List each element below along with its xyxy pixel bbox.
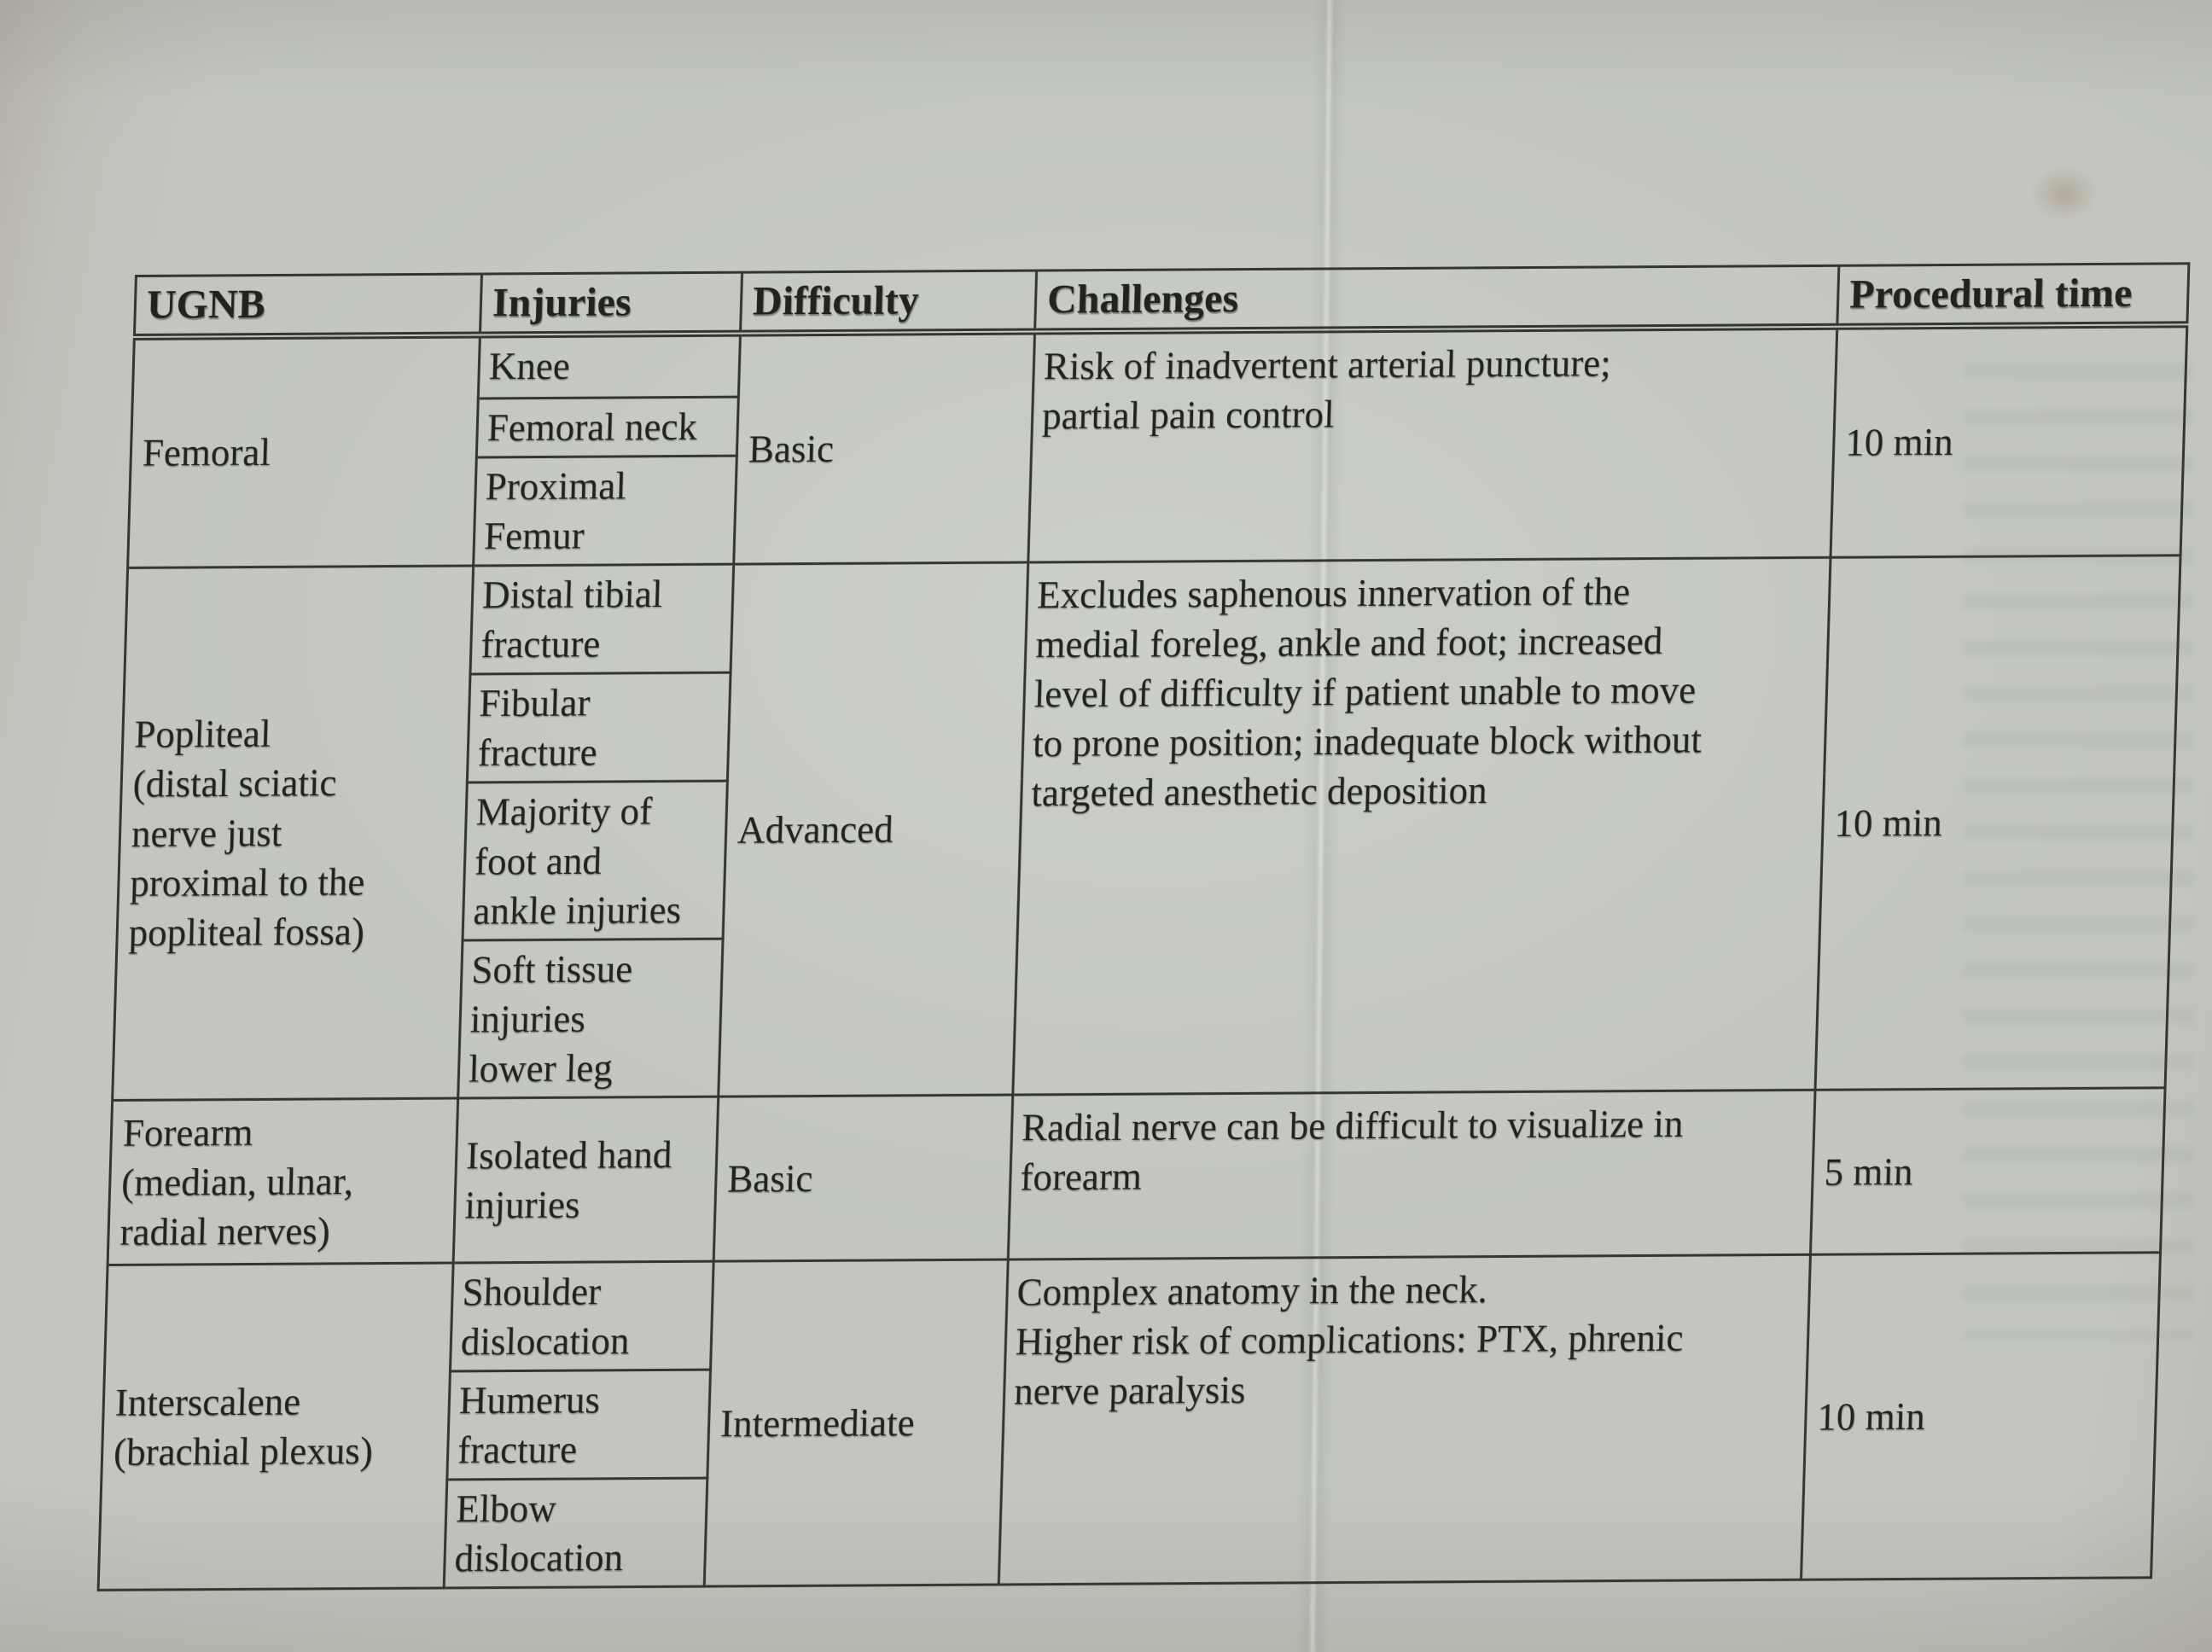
table-row: Forearm (median, ulnar, radial nerves) I… <box>108 1087 2166 1265</box>
difficulty-cell: Advanced <box>718 561 1028 1096</box>
injury-cell: Majority of foot and ankle injuries <box>463 780 728 940</box>
challenges-cell: Radial nerve can be difficult to visuali… <box>1008 1089 1816 1259</box>
injury-cell: Femoral neck <box>476 396 739 457</box>
injury-cell: Distal tibial fracture <box>470 563 734 674</box>
print-bleed-through <box>1963 333 2193 1340</box>
table-row: Interscalene (brachial plexus) Shoulder … <box>98 1252 2161 1590</box>
header-injuries: Injuries <box>480 272 742 335</box>
header-difficulty: Difficulty <box>740 270 1037 334</box>
table-row: Popliteal (distal sciatic nerve just pro… <box>112 555 2181 1100</box>
difficulty-cell: Basic <box>733 331 1035 564</box>
injury-cell: Proximal Femur <box>473 455 737 566</box>
difficulty-cell: Intermediate <box>704 1259 1009 1586</box>
ugnb-cell: Femoral <box>127 334 480 567</box>
injury-cell: Soft tissue injuries lower leg <box>457 938 724 1098</box>
document-table-wrapper: UGNB Injuries Difficulty Challenges Proc… <box>96 262 2191 1591</box>
ugnb-table: UGNB Injuries Difficulty Challenges Proc… <box>96 262 2191 1591</box>
challenges-cell: Excludes saphenous innervation of the me… <box>1012 556 1831 1095</box>
injury-cell: Isolated hand injuries <box>453 1096 719 1263</box>
injury-cell: Fibular fracture <box>467 672 731 782</box>
injury-cell: Shoulder dislocation <box>450 1260 714 1371</box>
ugnb-cell: Popliteal (distal sciatic nerve just pro… <box>112 565 474 1100</box>
table-row: Femoral Knee Basic Risk of inadvertent a… <box>127 324 2187 567</box>
challenges-cell: Complex anatomy in the neck. Higher risk… <box>998 1254 1811 1585</box>
ugnb-cell: Interscalene (brachial plexus) <box>98 1262 454 1590</box>
injury-cell: Humerus fracture <box>446 1369 711 1480</box>
time-cell: 10 min <box>1815 555 2181 1090</box>
time-cell: 10 min <box>1801 1252 2161 1579</box>
injury-cell: Elbow dislocation <box>444 1477 707 1588</box>
time-cell: 5 min <box>1810 1087 2166 1254</box>
stain-mark <box>2031 166 2098 221</box>
header-procedural-time: Procedural time <box>1837 263 2189 327</box>
injury-cell: Knee <box>478 333 741 398</box>
header-ugnb: UGNB <box>134 274 482 337</box>
difficulty-cell: Basic <box>713 1094 1013 1261</box>
header-challenges: Challenges <box>1034 265 1839 332</box>
challenges-cell: Risk of inadvertent arterial puncture; p… <box>1027 326 1837 562</box>
time-cell: 10 min <box>1831 324 2187 557</box>
ugnb-cell: Forearm (median, ulnar, radial nerves) <box>108 1097 458 1265</box>
